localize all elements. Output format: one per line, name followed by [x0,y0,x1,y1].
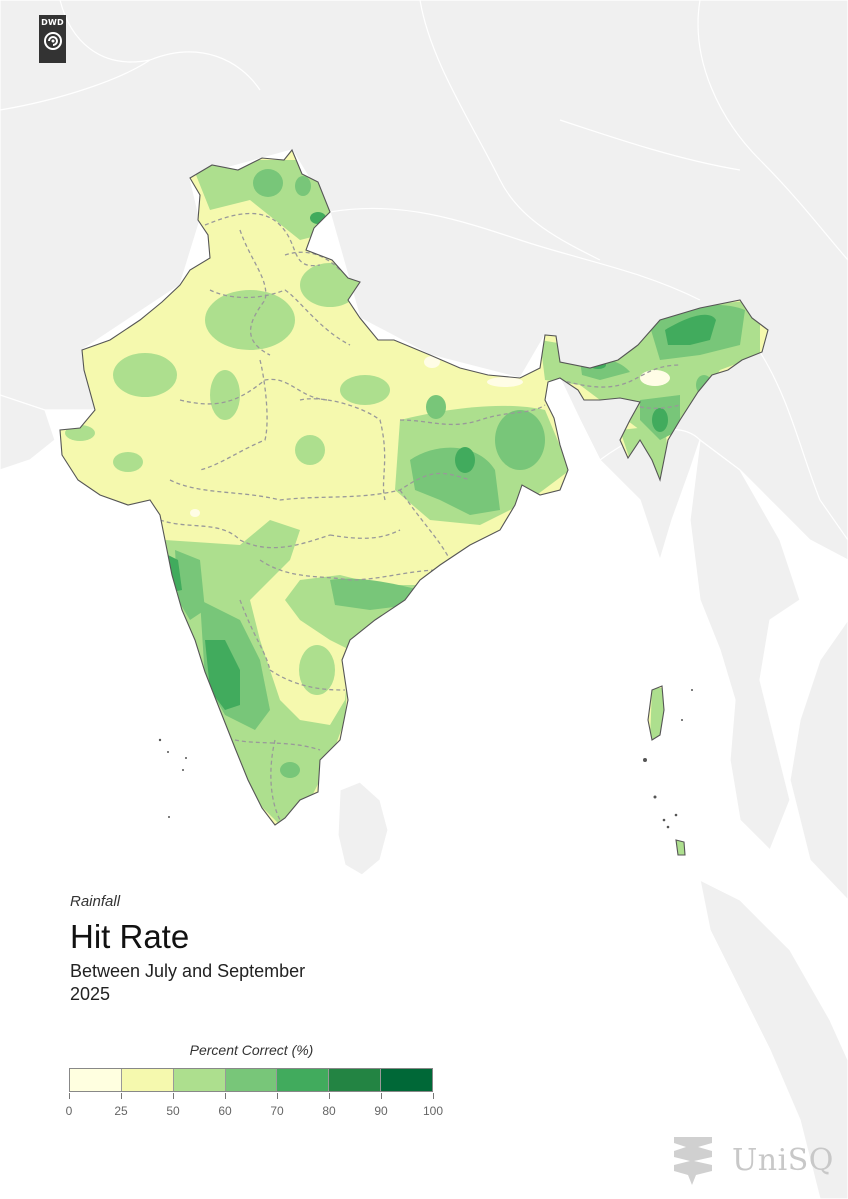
legend-tick-mark [277,1093,278,1099]
period-label: Between July and September [70,961,306,981]
map-title: Hit Rate [70,918,190,955]
dwd-logo: DWD [39,15,66,63]
unisq-logo-icon [674,1137,712,1185]
spiral-icon [43,32,62,50]
legend-tick-label: 100 [422,1104,444,1118]
legend-tick-label: 80 [322,1104,336,1118]
year-label: 2025 [70,984,111,1004]
legend-swatch-2 [173,1069,226,1091]
legend-swatch-3 [225,1069,278,1091]
legend-tick-mark [69,1093,70,1099]
legend-swatch-5 [329,1069,382,1091]
legend-swatch-1 [121,1069,174,1091]
dwd-logo-text: DWD [41,18,64,27]
legend-swatch-6 [381,1069,433,1091]
legend-tick-mark [121,1093,122,1099]
legend-tick-mark [173,1093,174,1099]
variable-label: Rainfall [70,893,121,910]
legend-tick-label: 25 [114,1104,128,1118]
legend-tick-mark [329,1093,330,1099]
legend-swatch-0 [70,1069,122,1091]
legend-tick-mark [225,1093,226,1099]
legend-tick-mark [381,1093,382,1099]
legend-tick-label: 50 [166,1104,180,1118]
legend-tick-label: 70 [270,1104,284,1118]
legend-swatch-4 [277,1069,330,1091]
legend-colorbar [69,1068,433,1092]
legend-tick-mark [433,1093,434,1099]
legend-title: Percent Correct (%) [189,1042,314,1058]
unisq-logo-text: UniSQ [732,1143,834,1178]
legend-tick-label: 60 [218,1104,232,1118]
legend-tick-label: 0 [65,1104,73,1118]
legend-tick-label: 90 [374,1104,388,1118]
